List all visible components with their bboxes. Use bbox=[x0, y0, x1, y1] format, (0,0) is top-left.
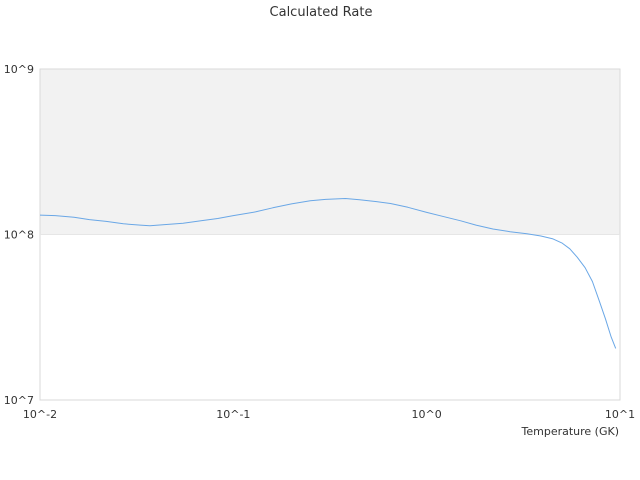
y-tick-label: 10^8 bbox=[4, 229, 34, 242]
plot-band bbox=[40, 69, 620, 235]
x-axis-title: Temperature (GK) bbox=[521, 425, 620, 438]
plot-background bbox=[40, 69, 620, 400]
plot-band bbox=[40, 234, 620, 400]
y-tick-label: 10^9 bbox=[4, 63, 34, 76]
x-tick-label: 10^1 bbox=[605, 408, 635, 421]
series-line bbox=[39, 198, 617, 349]
series-layer bbox=[39, 198, 617, 349]
x-axis: 10^-2 10^-1 10^0 10^1 bbox=[23, 408, 635, 421]
y-tick-label: 10^7 bbox=[4, 394, 34, 407]
x-tick-label: 10^-1 bbox=[216, 408, 250, 421]
x-tick-label: 10^0 bbox=[412, 408, 442, 421]
y-axis: 10^7 10^8 10^9 bbox=[4, 63, 34, 407]
x-tick-label: 10^-2 bbox=[23, 408, 57, 421]
chart-title: Calculated Rate bbox=[270, 5, 373, 20]
plot-frame bbox=[39, 68, 621, 401]
